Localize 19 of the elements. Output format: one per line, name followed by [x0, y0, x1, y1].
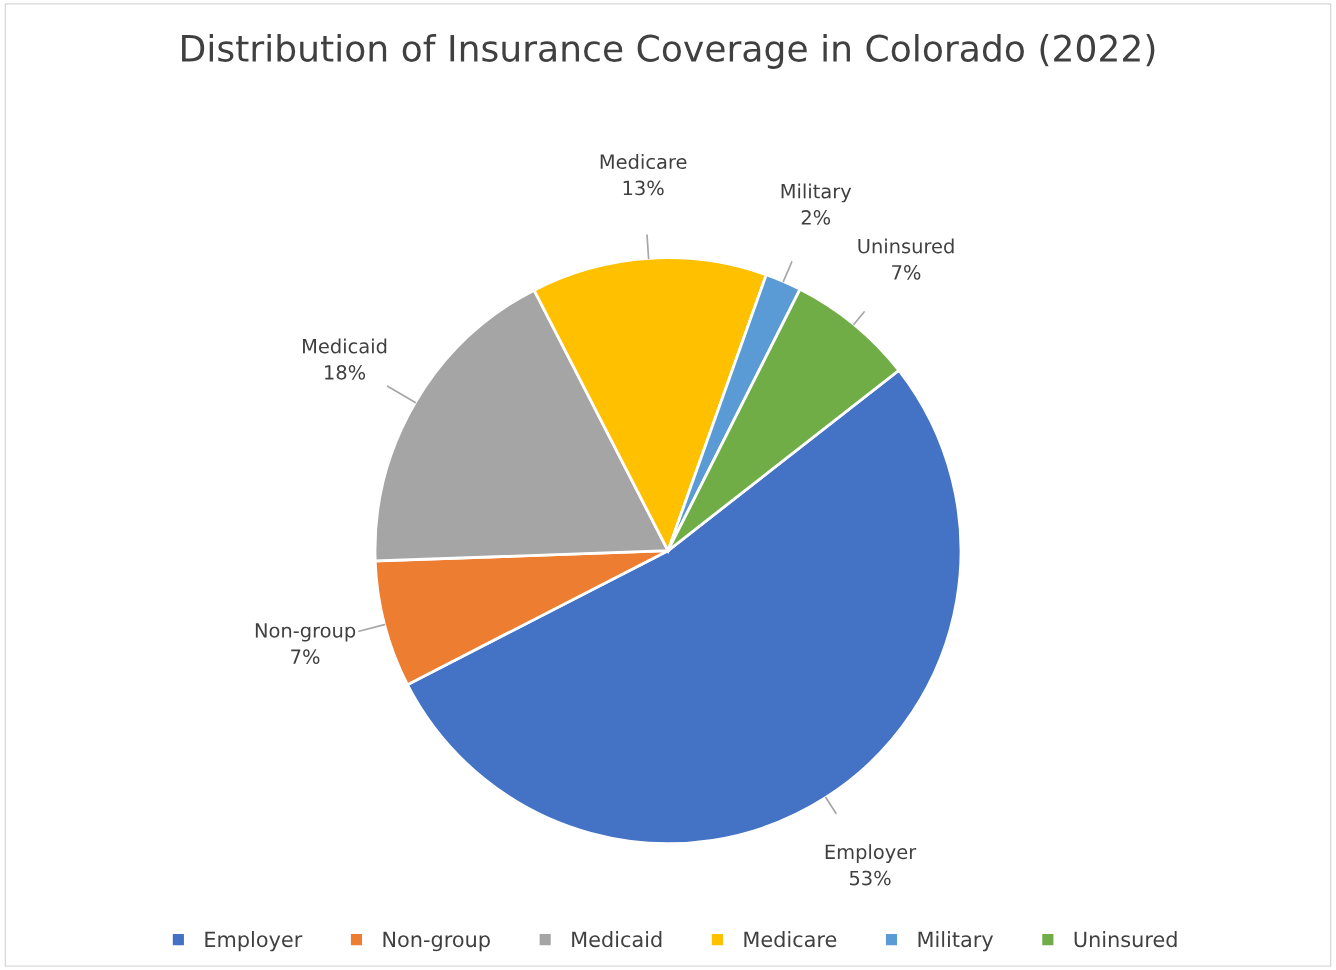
legend-label: Non-group — [383, 931, 490, 952]
chart-title: Distribution of Insurance Coverage in Colorado (2022) — [182, 33, 1155, 69]
slice-label: Medicaid — [303, 338, 387, 354]
slice-label: Non-group — [255, 623, 356, 642]
slice-label: Medicare — [600, 154, 687, 170]
legend-label: Military — [918, 931, 994, 952]
slice-label: Uninsured — [858, 238, 954, 254]
data-label: 53% — [849, 870, 891, 886]
slice-label: Military — [781, 183, 852, 203]
slice-label: Employer — [825, 844, 917, 863]
legend-label: Employer — [205, 931, 303, 952]
legend-label: Uninsured — [1074, 931, 1177, 948]
legend-label: Medicaid — [572, 931, 662, 948]
data-label: 18% — [325, 364, 366, 380]
data-label: 2% — [801, 210, 831, 225]
data-label: 7% — [892, 264, 921, 280]
data-label: 13% — [623, 180, 664, 196]
legend-label: Medicare — [744, 931, 837, 948]
data-label: 7% — [291, 649, 320, 664]
